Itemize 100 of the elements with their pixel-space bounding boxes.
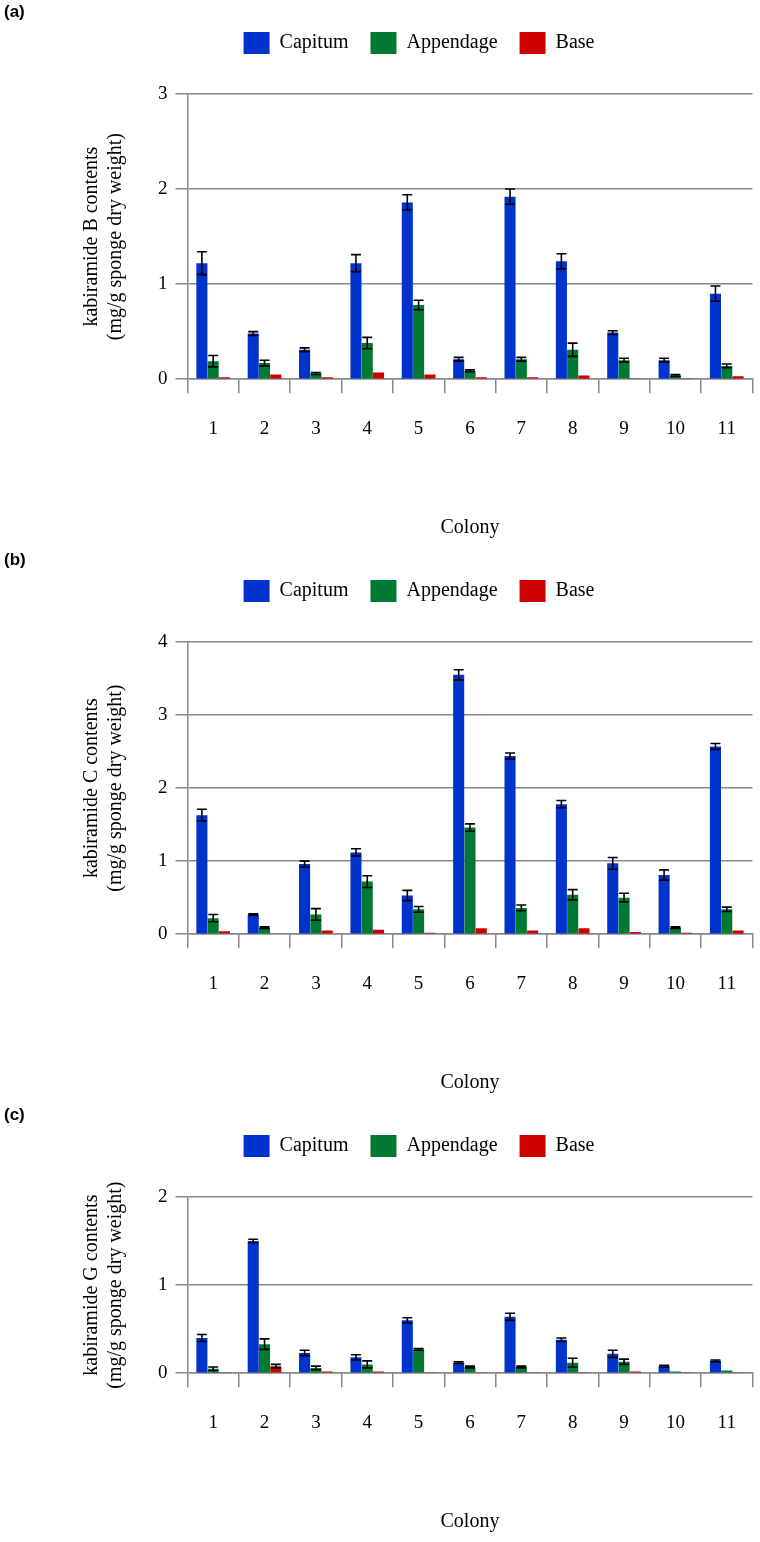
x-tick-label: 3	[311, 971, 321, 993]
bar	[299, 864, 311, 934]
x-tick-label: 7	[516, 416, 527, 438]
bar	[578, 928, 590, 934]
y-tick-label: 1	[158, 849, 168, 871]
x-tick-label: 2	[259, 971, 270, 993]
x-tick-label: 6	[465, 971, 475, 993]
legend-label: Appendage	[406, 30, 498, 54]
legend-label: Base	[555, 1133, 595, 1156]
bar	[196, 263, 208, 379]
bar	[218, 931, 231, 934]
bar	[413, 305, 425, 379]
bar	[247, 1241, 259, 1373]
bar	[567, 894, 579, 934]
x-tick-label: 7	[516, 1410, 527, 1432]
bar	[350, 852, 362, 934]
bar	[504, 755, 516, 934]
bar	[401, 895, 413, 934]
y-axis-title: kabiramide C contents (mg/g sponge dry weight)	[79, 684, 127, 892]
bar	[299, 1352, 311, 1373]
y-tick-label: 4	[158, 629, 168, 651]
x-tick-label: 1	[208, 416, 218, 438]
bar	[504, 196, 516, 379]
bar	[401, 1320, 413, 1373]
y-tick-label: 3	[158, 703, 168, 725]
bar	[361, 881, 373, 934]
text: (a)	[4, 2, 25, 22]
bar	[658, 875, 670, 934]
bar	[578, 375, 590, 379]
bar	[607, 863, 619, 934]
x-tick-label: 2	[259, 416, 270, 438]
legend-label: Base	[555, 30, 595, 53]
legend-label: Base	[555, 578, 595, 601]
x-tick-label: 4	[362, 1410, 373, 1432]
x-tick-label: 6	[465, 416, 475, 438]
legend-label: Capitum	[279, 30, 349, 54]
y-axis-title: kabiramide B contents (mg/g sponge dry weight)	[79, 133, 127, 341]
y-tick-label: 1	[158, 272, 168, 294]
bar	[247, 333, 259, 379]
x-tick-label: 3	[311, 416, 321, 438]
x-tick-label: 5	[413, 971, 424, 993]
bar	[567, 349, 579, 379]
y-tick-label: 0	[158, 367, 168, 389]
bar	[555, 261, 567, 379]
bar	[504, 1316, 516, 1373]
bar	[424, 374, 436, 379]
bar	[247, 914, 259, 934]
y-tick-label: 0	[158, 922, 168, 944]
bar	[196, 1337, 208, 1373]
bar	[413, 909, 425, 934]
bar	[709, 746, 721, 934]
legend-label: Capitum	[279, 578, 349, 602]
bar	[413, 1349, 425, 1373]
legend-label: Capitum	[279, 1133, 349, 1157]
x-tick-label: 5	[413, 1410, 424, 1432]
x-tick-label: 7	[516, 971, 527, 993]
bar	[721, 909, 733, 934]
x-tick-label: 9	[619, 1410, 629, 1432]
y-tick-label: 2	[158, 776, 168, 798]
bar	[618, 897, 630, 934]
x-tick-label: 9	[619, 416, 629, 438]
bar	[555, 804, 567, 934]
x-tick-label: 3	[311, 1410, 321, 1432]
bar	[361, 343, 373, 379]
x-tick-label: 2	[259, 1410, 270, 1432]
x-tick-label: 6	[465, 1410, 475, 1432]
bar	[732, 376, 744, 379]
bar	[464, 827, 476, 934]
bar	[709, 293, 721, 379]
y-tick-label: 2	[158, 177, 168, 199]
bar	[196, 815, 208, 934]
y-axis-title: kabiramide G contents (mg/g sponge dry weight)	[79, 1181, 127, 1389]
x-tick-label: 10	[665, 1410, 685, 1432]
bar	[259, 1344, 271, 1373]
x-tick-label: 11	[717, 1410, 736, 1432]
y-tick-label: 0	[158, 1361, 168, 1383]
x-tick-label: 4	[362, 416, 373, 438]
bar	[270, 374, 282, 379]
bar	[350, 263, 362, 379]
text: (c)	[4, 1105, 25, 1125]
x-axis-title: Colony	[440, 1070, 500, 1094]
bar	[475, 928, 487, 934]
bar	[401, 202, 413, 379]
text: (b)	[4, 550, 26, 570]
x-axis-title: Colony	[440, 1509, 500, 1533]
bar	[299, 349, 311, 379]
x-axis-title: Colony	[440, 515, 500, 539]
legend-label: Appendage	[406, 1133, 498, 1157]
x-tick-label: 10	[665, 416, 685, 438]
x-tick-label: 11	[717, 416, 736, 438]
x-tick-label: 8	[567, 1410, 578, 1432]
legend-label: Appendage	[406, 578, 498, 602]
bar	[453, 674, 465, 934]
y-tick-label: 2	[158, 1184, 168, 1206]
y-tick-label: 3	[158, 81, 168, 103]
x-tick-label: 1	[208, 1410, 218, 1432]
bar	[607, 332, 619, 379]
x-tick-label: 8	[567, 971, 578, 993]
bar	[555, 1339, 567, 1373]
x-tick-label: 11	[717, 971, 736, 993]
